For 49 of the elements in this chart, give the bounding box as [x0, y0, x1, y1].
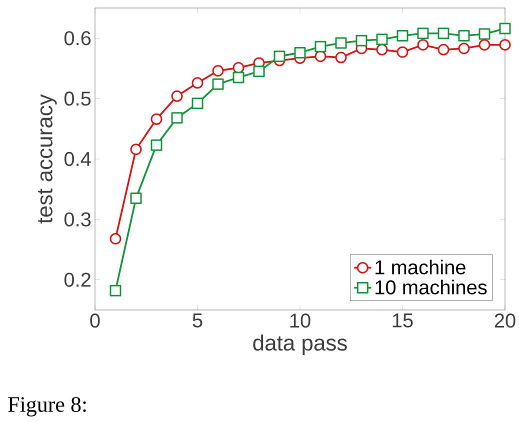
x-tick-label: 10 — [290, 314, 310, 328]
y-tick-label: 0.4 — [64, 152, 91, 166]
point — [458, 30, 470, 42]
point — [130, 192, 142, 204]
point — [499, 22, 511, 34]
point — [356, 34, 368, 46]
point — [438, 44, 450, 56]
point — [335, 37, 347, 49]
point — [150, 113, 162, 125]
point — [274, 50, 286, 62]
point — [499, 39, 511, 51]
point — [417, 39, 429, 51]
point — [314, 40, 326, 52]
legend-label: 10 machines — [376, 280, 487, 294]
y-axis-title: test accuracy — [38, 94, 57, 224]
x-tick-label: 0 — [90, 314, 100, 328]
point — [232, 72, 244, 84]
y-tick-label: 0.5 — [64, 92, 91, 106]
legend-label: 1 machine — [376, 260, 466, 274]
point — [253, 66, 265, 78]
point — [110, 232, 122, 244]
point — [376, 44, 388, 56]
point — [150, 139, 162, 151]
point — [212, 65, 224, 77]
point — [396, 30, 408, 42]
point — [192, 77, 204, 89]
point — [335, 52, 347, 64]
x-tick-label: 15 — [392, 314, 413, 328]
point — [438, 28, 450, 40]
point — [130, 144, 142, 156]
x-tick-label: 5 — [192, 314, 202, 328]
point — [192, 98, 204, 110]
x-tick-label: 20 — [494, 314, 516, 328]
point — [376, 34, 388, 46]
point — [171, 90, 183, 102]
point — [478, 28, 490, 40]
y-tick-label: 0.6 — [64, 31, 91, 46]
x-axis-title: data pass — [253, 334, 347, 356]
point — [110, 284, 122, 296]
point — [212, 78, 224, 90]
y-tick-label: 0.2 — [64, 272, 90, 287]
point — [478, 39, 490, 51]
point — [458, 42, 470, 54]
caption: Figure 8: — [8, 397, 86, 416]
y-tick-label: 0.3 — [64, 212, 91, 226]
point — [294, 46, 306, 58]
point — [417, 28, 429, 40]
point — [171, 112, 183, 124]
point — [396, 46, 408, 58]
